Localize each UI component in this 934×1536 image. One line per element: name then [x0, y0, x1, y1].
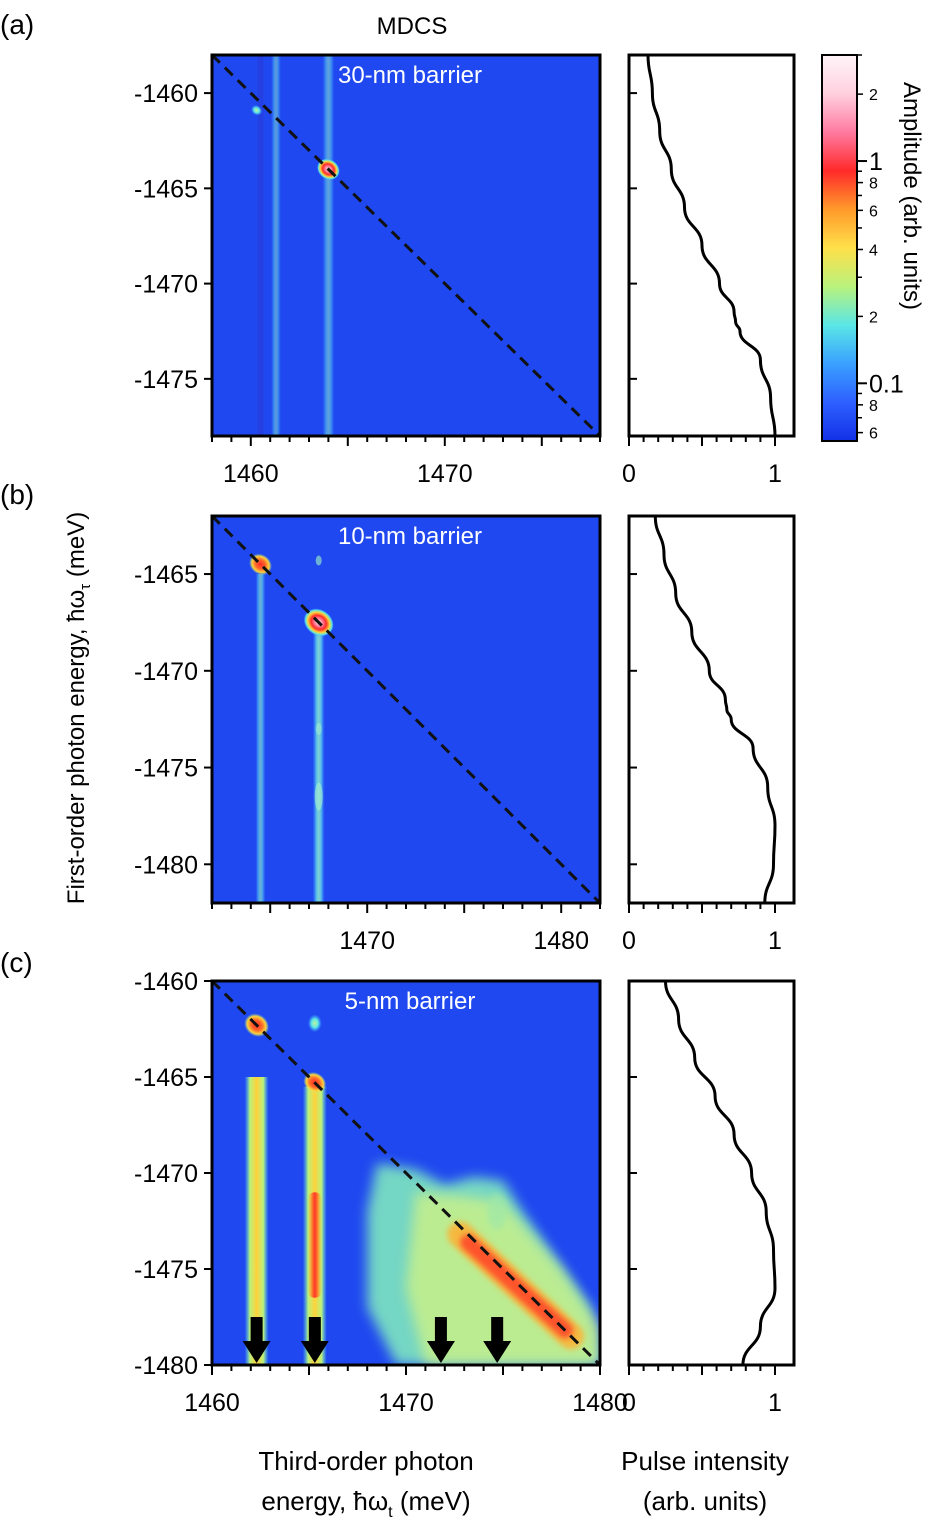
colorbar-minor-label: 4	[869, 242, 878, 259]
y-tick-label: -1465	[134, 561, 198, 589]
pulse-curve	[664, 980, 777, 1366]
colorbar-label: Amplitude (arb. units)	[898, 82, 925, 310]
x-axis-label-line2: energy, ħωt (meV)	[261, 1486, 470, 1521]
pulse-curve	[646, 54, 777, 437]
y-tick-label: -1475	[134, 1256, 198, 1284]
y-tick-label: -1470	[134, 271, 198, 299]
colorbar-minor-label: 6	[869, 426, 878, 443]
y-tick-label: -1475	[134, 366, 198, 394]
colorbar-minor-label: 6	[869, 203, 878, 220]
x-tick-label: 1480	[572, 1389, 628, 1417]
y-tick-label: -1470	[134, 658, 198, 686]
vertical-streak-core	[307, 1192, 322, 1298]
x-tick-label: 1460	[184, 1389, 240, 1417]
y-tick-label: -1460	[134, 80, 198, 108]
colorbar-frame	[821, 54, 858, 442]
panel-label-a: (a)	[0, 9, 34, 40]
heatmap-panel-b: 10-nm barrier -1465 -1470 -1475 -1480 1470 148…	[134, 514, 602, 955]
x-tick-label: 1470	[417, 460, 473, 488]
pulse-x-tick-label: 1	[768, 460, 782, 488]
pulse-frame	[627, 53, 796, 438]
panel-title: 10-nm barrier	[338, 523, 482, 550]
pulse-frame	[627, 514, 796, 905]
colorbar-minor-label: 8	[869, 398, 878, 415]
stripe-spot	[314, 782, 323, 811]
vertical-stripe	[257, 55, 264, 436]
colorbar-fill	[822, 55, 857, 441]
y-tick-label: -1460	[134, 968, 198, 996]
diagonal-line	[212, 516, 600, 903]
panel-title: 5-nm barrier	[345, 988, 476, 1015]
stripe-spot	[315, 722, 322, 735]
heatmap-field	[212, 981, 600, 1365]
arrow-3	[426, 1317, 455, 1363]
y-tick-label: -1480	[134, 1352, 198, 1380]
heatmap-field	[212, 516, 600, 903]
pulse-curve	[653, 515, 777, 904]
pulse-x-tick-label: 0	[622, 460, 636, 488]
y-tick-label: -1470	[134, 1160, 198, 1188]
arrow-2	[300, 1317, 329, 1363]
vertical-stripe	[312, 622, 325, 903]
cross-peak	[307, 1014, 322, 1033]
panel-title: 30-nm barrier	[338, 62, 482, 89]
stripe-spot	[315, 555, 322, 566]
x-tick-label: 1470	[339, 927, 395, 955]
x-tick-label: 1480	[533, 927, 589, 955]
y-axis-label: First-order photon energy, ħωτ (meV)	[63, 512, 94, 904]
diagonal-line	[212, 981, 600, 1365]
colorbar-minor-label: 8	[869, 176, 878, 193]
vertical-stripe	[271, 55, 282, 436]
pulse-x-tick-label: 1	[768, 1389, 782, 1417]
colorbar: 1 0.1 2 8 6 4 2 8 6	[821, 54, 904, 443]
arrow-4	[483, 1317, 512, 1363]
pulse-x-tick-label: 0	[622, 927, 636, 955]
colorbar-major-label: 1	[869, 148, 883, 176]
x-axis-label-line1: Third-order photon	[258, 1446, 473, 1476]
panel-label-c: (c)	[0, 947, 33, 978]
x-tick-label: 1470	[378, 1389, 434, 1417]
y-tick-label: -1480	[134, 851, 198, 879]
pulse-x-tick-label: 0	[622, 1389, 636, 1417]
heatmap-field	[212, 55, 600, 436]
y-tick-label: -1465	[134, 1064, 198, 1092]
broad-region-lobe	[487, 1193, 508, 1230]
heatmap-panel-c: 5-nm barrier -1460 -1465 -1470 -1475 -1480 146…	[134, 968, 628, 1417]
arrow-1	[242, 1317, 271, 1363]
vertical-stripe	[322, 55, 335, 436]
figure-title: MDCS	[377, 13, 448, 40]
peak-2	[250, 104, 263, 116]
pulse-x-tick-label: 1	[768, 927, 782, 955]
colorbar-minor-label: 2	[869, 87, 878, 104]
colorbar-minor-label: 2	[869, 309, 878, 326]
x-tick-label: 1460	[223, 460, 279, 488]
colorbar-major-label: 0.1	[869, 370, 904, 398]
diagonal-line	[212, 55, 600, 436]
pulse-axis-label-line1: Pulse intensity	[621, 1446, 789, 1476]
vertical-stripe	[255, 574, 266, 903]
y-tick-label: -1465	[134, 175, 198, 203]
panel-label-b: (b)	[0, 479, 34, 510]
y-tick-label: -1475	[134, 755, 198, 783]
heatmap-panel-a: 30-nm barrier -1460 -1465 -1470 -1475 1460 147…	[134, 53, 602, 488]
pulse-axis-label-line2: (arb. units)	[643, 1486, 767, 1516]
